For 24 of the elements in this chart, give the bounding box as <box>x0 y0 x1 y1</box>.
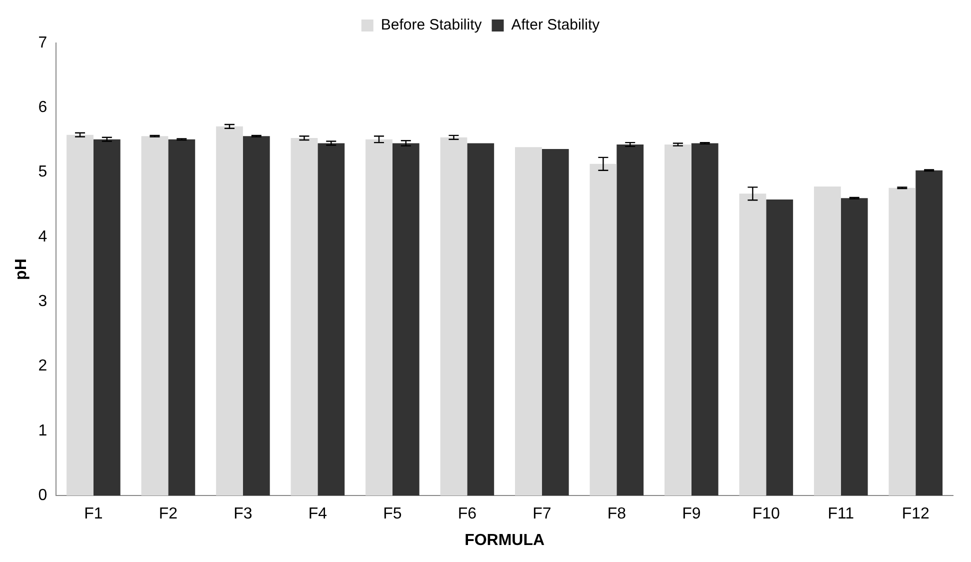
y-tick-label: 4 <box>38 228 48 246</box>
x-tick-label: F10 <box>752 506 780 523</box>
x-tick-label: F12 <box>902 506 930 523</box>
x-tick-label: F7 <box>532 506 552 523</box>
y-tick-label: 0 <box>38 487 48 504</box>
x-tick-label: F11 <box>828 506 854 523</box>
x-tick-label: F8 <box>607 506 626 523</box>
x-tick-label: F5 <box>383 506 402 523</box>
x-tick-label: F1 <box>84 506 103 523</box>
legend-label: Before Stability <box>380 16 482 34</box>
y-tick-label: 2 <box>38 358 48 375</box>
y-tick-label: 3 <box>38 293 48 310</box>
x-tick-label: F6 <box>458 506 477 523</box>
y-tick-label: 6 <box>38 99 48 116</box>
legend-label: After Stability <box>511 16 600 34</box>
x-tick-label: F4 <box>308 506 328 523</box>
y-tick-label: 5 <box>38 164 48 181</box>
x-tick-label: F2 <box>158 506 178 523</box>
x-tick-label: F9 <box>682 506 701 523</box>
x-axis-title: FORMULA <box>464 532 545 549</box>
y-tick-label: 7 <box>38 34 48 52</box>
y-tick-label: 1 <box>38 422 48 440</box>
y-axis-title: pH <box>13 258 30 280</box>
x-tick-label: F3 <box>234 506 252 523</box>
